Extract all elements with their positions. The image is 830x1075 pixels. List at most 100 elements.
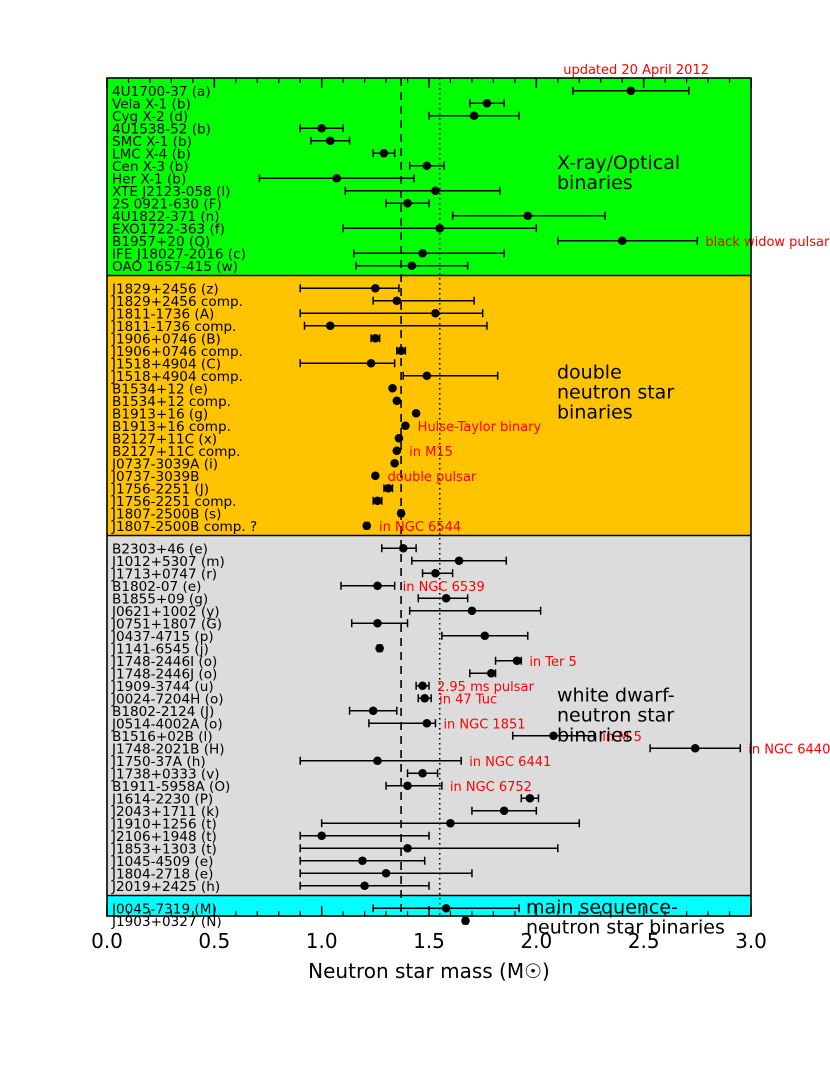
source-label: J1807-2500B (s) xyxy=(111,506,221,522)
band-main-sequence-neutron-star-binaries xyxy=(107,895,751,916)
annotations: black widow pulsar Hulse-Taylor binary in … xyxy=(379,235,830,795)
source-label: 4U1822-371 (n) xyxy=(112,209,220,225)
mass-point xyxy=(360,881,369,891)
source-label: B1516+02B (l) xyxy=(112,729,213,745)
group-label-line: binaries xyxy=(557,402,633,424)
source-label: J1829+2456 comp. xyxy=(111,294,243,310)
mass-point xyxy=(523,211,533,221)
mass-point xyxy=(690,743,700,753)
source-annotation: in NGC 6752 xyxy=(450,780,532,795)
source-label: J1750-37A (h) xyxy=(111,754,206,770)
mass-point xyxy=(368,706,378,716)
mass-point xyxy=(403,843,412,853)
updated-note: updated 20 April 2012 xyxy=(563,63,709,78)
group-label-line: binaries xyxy=(557,172,633,194)
mass-point xyxy=(332,173,341,183)
mass-point xyxy=(461,916,470,926)
source-label: J2106+1948 (t) xyxy=(111,829,217,845)
group-label-line: binaries xyxy=(557,725,633,747)
source-label: B1534+12 (e) xyxy=(112,381,208,397)
source-annotation: Hulse-Taylor binary xyxy=(418,420,542,435)
x-axis-title: Neutron star mass (M☉) xyxy=(308,959,550,983)
mass-point xyxy=(392,396,402,406)
x-tick-label: 0.5 xyxy=(198,929,230,953)
source-label: J1756-2251 (J) xyxy=(111,481,209,497)
group-label-line: main sequence- xyxy=(526,897,678,919)
source-label: J1811-1736 (A) xyxy=(111,306,214,322)
mass-point xyxy=(325,321,335,331)
mass-point xyxy=(366,358,376,368)
source-label: J1518+4904 (C) xyxy=(111,356,221,372)
mass-point xyxy=(499,806,509,816)
mass-point xyxy=(422,161,432,171)
source-label: 4U1538-52 (b) xyxy=(112,121,211,137)
source-label: J0437-4715 (p) xyxy=(111,629,214,645)
source-label: J1713+0747 (r) xyxy=(111,566,217,582)
source-label: XTE J2123-058 (l) xyxy=(112,184,230,200)
mass-point xyxy=(407,261,417,271)
mass-point xyxy=(381,868,391,878)
source-annotation: double pulsar xyxy=(388,470,477,485)
group-label-line: neutron star xyxy=(557,705,674,727)
source-label: J1738+0333 (v) xyxy=(111,766,220,782)
source-label: EXO1722-363 (f) xyxy=(112,221,225,237)
source-annotation: in 47 Tuc xyxy=(439,692,497,707)
source-label: J1141-6545 (j) xyxy=(111,641,209,657)
source-label: 2S 0921-630 (F) xyxy=(112,196,222,212)
source-label: Cen X-3 (b) xyxy=(112,159,189,175)
source-label: J1804-2718 (e) xyxy=(111,866,213,882)
mass-point xyxy=(422,371,432,381)
source-annotation: in NGC 6539 xyxy=(403,580,485,595)
mass-point xyxy=(379,148,389,158)
mass-point xyxy=(469,111,479,121)
source-label: J0621+1002 (y) xyxy=(111,604,220,620)
source-annotation: black widow pulsar xyxy=(705,235,830,250)
source-label: B1957+20 (Q) xyxy=(112,234,210,250)
mass-point xyxy=(441,593,451,603)
mass-point xyxy=(418,248,427,258)
source-label: J1807-2500B comp. ? xyxy=(111,519,257,535)
source-label: B2127+11C (x) xyxy=(112,431,217,447)
source-label: Vela X-1 (b) xyxy=(112,96,191,112)
mass-point xyxy=(431,186,440,196)
source-label: J0045-7319 (M) xyxy=(111,901,217,917)
source-label: 4U1700-37 (a) xyxy=(112,84,211,100)
mass-point xyxy=(480,631,490,641)
source-label: B1802-07 (e) xyxy=(112,579,201,595)
band-x-ray-optical-binaries xyxy=(107,78,751,276)
source-label: B1534+12 comp. xyxy=(112,394,231,410)
source-annotation: in M 5 xyxy=(602,730,642,745)
source-label: J1748-2446J (o) xyxy=(111,666,217,682)
mass-point xyxy=(431,308,440,318)
mass-point xyxy=(394,433,404,443)
mass-point xyxy=(435,223,445,233)
source-labels: 4U1700-37 (a)Vela X-1 (b)Cyg X-2 (d)4U15… xyxy=(111,84,257,930)
source-label: SMC X-1 (b) xyxy=(112,134,192,150)
source-label: Cyg X-2 (d) xyxy=(112,109,188,125)
mass-point xyxy=(482,98,492,108)
source-label: J1748-2446I (o) xyxy=(111,654,217,670)
mass-point xyxy=(396,508,406,518)
group-label-line: neutron star binaries xyxy=(526,917,725,939)
mass-point xyxy=(549,731,558,741)
source-label: B1855+09 (g) xyxy=(112,591,208,607)
mass-point xyxy=(446,818,455,828)
source-annotation: in Ter 5 xyxy=(529,655,576,670)
source-annotation: in NGC 6440 xyxy=(748,742,830,757)
data-points xyxy=(258,86,742,926)
source-label: J1909-3744 (u) xyxy=(111,679,214,695)
mass-point xyxy=(375,643,384,653)
mass-point xyxy=(626,86,636,96)
source-label: J0737-3039B xyxy=(111,469,199,485)
source-label: J2019+2425 (h) xyxy=(111,879,220,895)
x-tick-label: 2.0 xyxy=(520,929,552,953)
group-label-line: neutron star xyxy=(557,382,674,404)
mass-point xyxy=(617,236,627,246)
x-tick-label: 0.0 xyxy=(91,929,123,953)
source-label: Her X-1 (b) xyxy=(112,171,186,187)
source-label: J0751+1807 (G) xyxy=(111,616,222,632)
source-label: J1829+2456 (z) xyxy=(111,281,219,297)
mass-point xyxy=(512,656,522,666)
mass-point xyxy=(317,831,326,841)
source-label: B2127+11C comp. xyxy=(112,444,240,460)
